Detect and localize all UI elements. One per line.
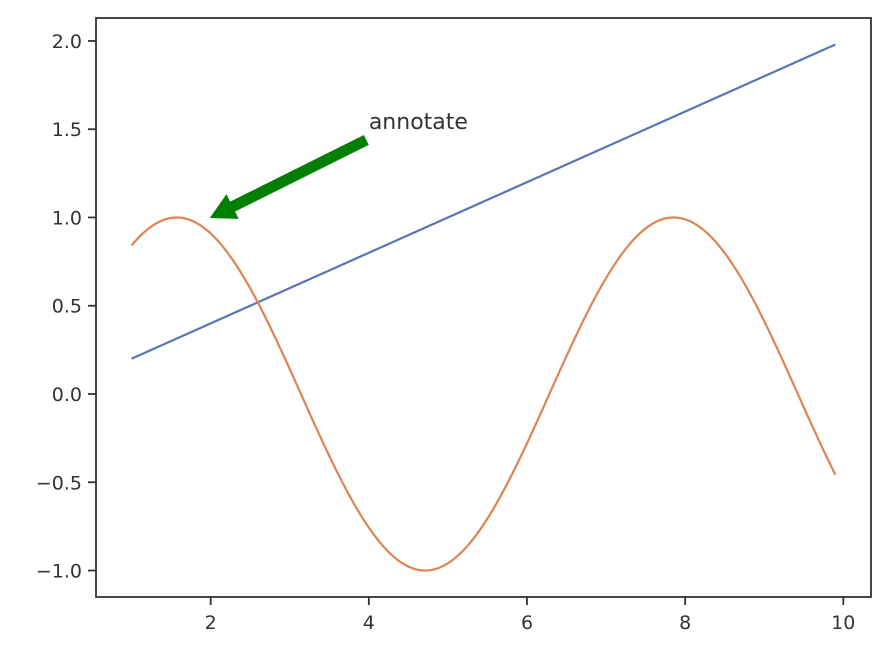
plot-frame [95,17,872,598]
series-layer [130,43,837,572]
y-tick-label: 0.0 [52,384,82,406]
x-tick-label: 8 [679,612,691,634]
x-tick-label: 2 [205,612,217,634]
annotation-layer: annotate [209,110,468,219]
plot-area [96,18,871,597]
annotation-arrow [209,135,369,219]
y-tick-label: −1.0 [36,561,82,583]
x-tick-label: 6 [521,612,533,634]
annotation-label: annotate [369,110,468,135]
y-tick-label: −0.5 [36,472,82,494]
x-tick-label: 4 [363,612,375,634]
series-line-2 [130,216,837,572]
y-tick-label: 2.0 [52,31,82,53]
x-tick-label: 10 [831,612,855,634]
x-axis-ticks: 2 4 6 8 10 [205,597,855,634]
y-tick-label: 1.0 [52,207,82,229]
series-line-1 [131,43,836,360]
y-tick-label: 0.5 [52,296,82,318]
y-tick-label: 1.5 [52,119,82,141]
y-axis-ticks: 2.0 1.5 1.0 0.5 0.0 −0.5 −1.0 [36,31,96,583]
